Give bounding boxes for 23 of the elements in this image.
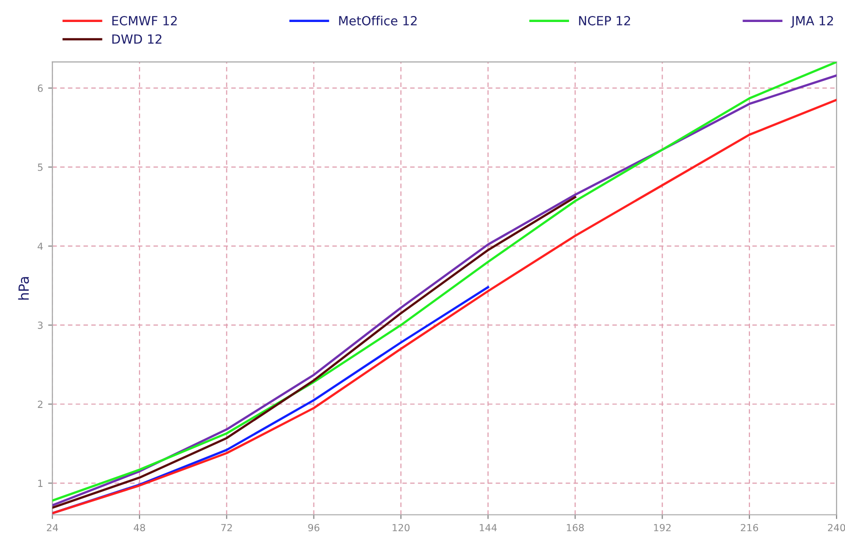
- line-series: [52, 196, 576, 509]
- y-tick-label: 6: [38, 84, 43, 92]
- legend-label: NCEP 12: [579, 16, 630, 26]
- x-tick-label: 120: [392, 524, 410, 532]
- y-tick-label: 2: [38, 400, 42, 408]
- x-tick-label: 96: [308, 524, 320, 532]
- x-tick-label: 144: [480, 524, 497, 532]
- y-tick-label: 3: [38, 322, 43, 329]
- y-tick-label: 4: [38, 242, 43, 250]
- legend-label: MetOffice 12: [339, 16, 417, 26]
- x-tick-label: 192: [654, 524, 671, 532]
- x-tick-label: 168: [566, 524, 584, 532]
- y-axis-title: hPa: [18, 277, 29, 300]
- y-tick-label: 5: [38, 164, 43, 171]
- x-tick-label: 48: [134, 524, 146, 532]
- legend-label: ECMWF 12: [112, 16, 177, 26]
- x-tick-label: 240: [828, 524, 845, 532]
- y-tick-label: 1: [38, 480, 42, 487]
- x-tick-label: 24: [46, 524, 58, 532]
- legend-label: JMA 12: [790, 16, 833, 28]
- legend-label: DWD 12: [112, 34, 162, 44]
- x-tick-label: 72: [221, 524, 232, 532]
- x-tick-label: 216: [740, 524, 758, 532]
